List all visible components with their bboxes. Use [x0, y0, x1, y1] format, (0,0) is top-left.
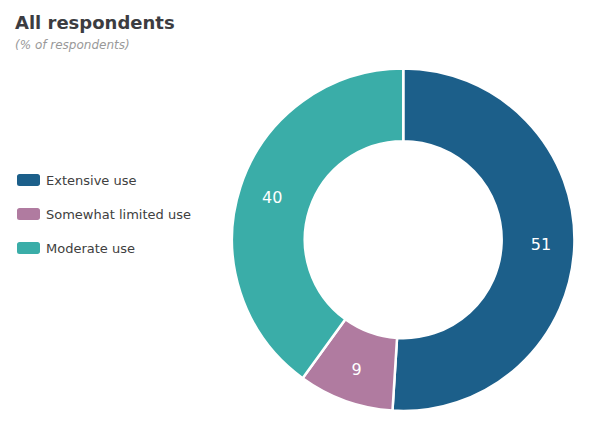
svg-text:All respondents: All respondents [15, 12, 175, 33]
svg-text:40: 40 [262, 188, 282, 207]
svg-text:Extensive use: Extensive use [46, 173, 136, 188]
svg-text:Moderate use: Moderate use [46, 241, 135, 256]
svg-text:(% of respondents): (% of respondents) [15, 38, 130, 52]
svg-text:9: 9 [351, 360, 361, 379]
svg-text:Somewhat limited use: Somewhat limited use [46, 207, 191, 222]
svg-text:51: 51 [531, 235, 551, 254]
